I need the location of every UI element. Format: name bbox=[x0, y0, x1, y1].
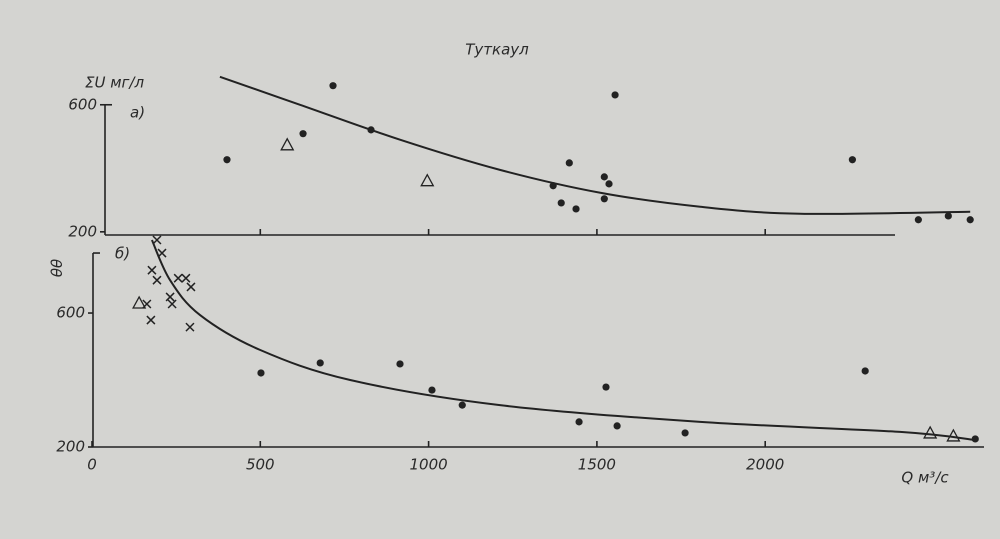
point bbox=[186, 282, 196, 292]
point bbox=[605, 180, 613, 188]
point bbox=[613, 422, 621, 430]
point bbox=[185, 322, 195, 332]
point bbox=[944, 212, 952, 220]
point bbox=[146, 315, 156, 325]
point bbox=[923, 425, 938, 439]
point bbox=[572, 205, 580, 213]
point bbox=[966, 216, 974, 224]
chart-title: Туткаул bbox=[465, 41, 529, 59]
point bbox=[152, 275, 162, 285]
x-tick-label: 0 bbox=[87, 456, 97, 474]
point bbox=[611, 91, 619, 99]
point bbox=[257, 369, 265, 377]
point bbox=[280, 137, 295, 151]
x-tick-label: 500 bbox=[246, 456, 275, 474]
point bbox=[600, 195, 608, 203]
point bbox=[299, 130, 307, 138]
x-tick-label: 1000 bbox=[410, 456, 448, 474]
point bbox=[173, 273, 183, 283]
point bbox=[165, 292, 175, 302]
panel-label: б) bbox=[115, 245, 130, 263]
point bbox=[167, 299, 177, 309]
y-tick-label: 600 bbox=[56, 304, 85, 322]
point bbox=[565, 159, 573, 167]
y-tick-label: 200 bbox=[68, 222, 97, 240]
point bbox=[428, 386, 436, 394]
y-tick-label: 600 bbox=[68, 95, 97, 113]
point bbox=[147, 265, 157, 275]
x-tick-label: 2000 bbox=[746, 456, 784, 474]
point bbox=[329, 82, 337, 90]
point bbox=[681, 429, 689, 437]
point bbox=[914, 216, 922, 224]
point bbox=[848, 156, 856, 164]
point bbox=[420, 173, 435, 187]
x-axis-label: Q м³/с bbox=[901, 469, 949, 487]
point bbox=[223, 156, 231, 164]
point bbox=[152, 235, 162, 245]
y-axis-label: θθ bbox=[47, 259, 65, 277]
point bbox=[132, 295, 147, 309]
point bbox=[458, 401, 466, 409]
point bbox=[396, 360, 404, 368]
panel-label: а) bbox=[130, 104, 145, 122]
x-tick-label: 1500 bbox=[578, 456, 616, 474]
point bbox=[557, 199, 565, 207]
point bbox=[861, 367, 869, 375]
fit-curve bbox=[151, 239, 976, 441]
y-axis-label: ΣU мг/л bbox=[85, 74, 144, 92]
point bbox=[946, 428, 961, 442]
point bbox=[316, 359, 324, 367]
point bbox=[600, 173, 608, 181]
point bbox=[181, 273, 191, 283]
fit-curve bbox=[219, 75, 971, 215]
y-tick-label: 200 bbox=[56, 438, 85, 456]
point bbox=[602, 383, 610, 391]
point bbox=[575, 418, 583, 426]
